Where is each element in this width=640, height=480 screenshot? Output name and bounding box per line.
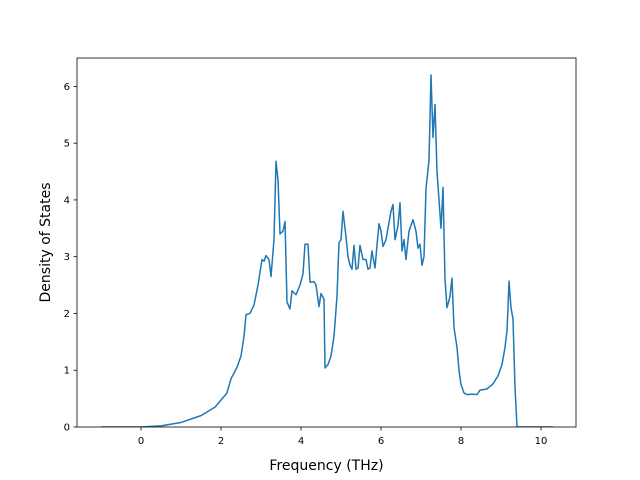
line-series — [101, 74, 553, 427]
y-tick-label: 2 — [64, 309, 70, 320]
x-axis-label: Frequency (THz) — [269, 458, 383, 474]
y-tick-label: 4 — [64, 195, 70, 206]
y-tick-label: 3 — [64, 252, 70, 263]
y-tick-label: 6 — [64, 82, 70, 93]
y-tick-label: 0 — [64, 423, 70, 434]
y-axis-label: Density of States — [38, 183, 54, 303]
x-tick-label: 2 — [218, 436, 224, 447]
x-tick-label: 8 — [458, 436, 464, 447]
x-tick-label: 6 — [378, 436, 384, 447]
plot-frame — [76, 57, 577, 428]
y-tick-label: 1 — [64, 366, 70, 377]
x-tick-label: 0 — [138, 436, 144, 447]
x-tick-label: 10 — [535, 436, 548, 447]
y-tick-label: 5 — [64, 139, 70, 150]
x-tick-label: 4 — [298, 436, 304, 447]
